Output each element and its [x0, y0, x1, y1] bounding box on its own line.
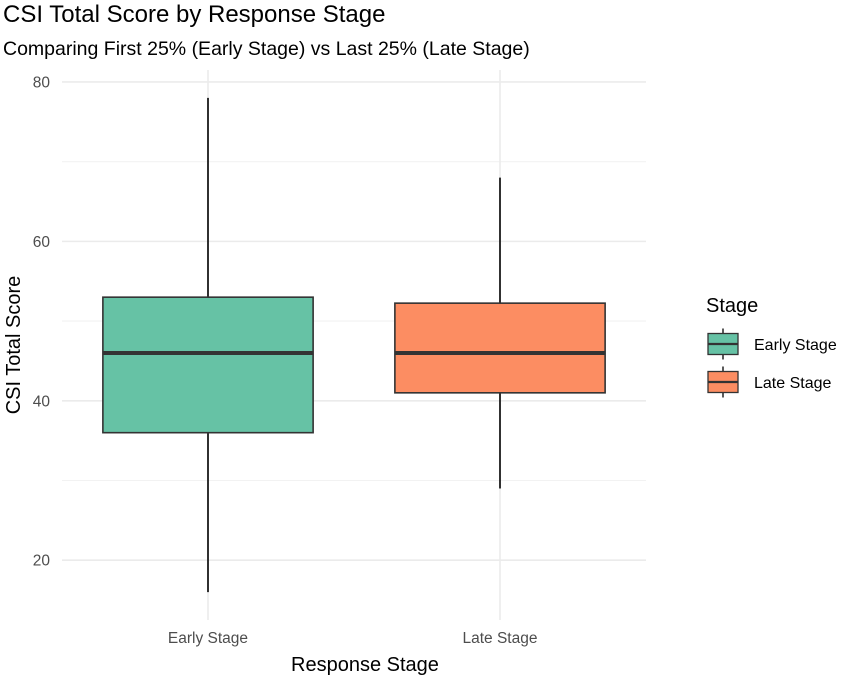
y-tick-label: 20 [33, 553, 51, 570]
legend: Stage Early Stage Late Stage [706, 295, 837, 398]
x-tick-label: Early Stage [168, 630, 248, 647]
chart-subtitle: Comparing First 25% (Early Stage) vs Las… [3, 38, 530, 60]
y-tick-label: 40 [33, 393, 51, 410]
chart-title: CSI Total Score by Response Stage [3, 1, 385, 28]
box-1 [102, 97, 314, 593]
box-iqr [102, 296, 314, 434]
y-axis-title: CSI Total Score [3, 276, 25, 415]
box-iqr [394, 302, 606, 394]
x-axis-title: Response Stage [291, 654, 439, 676]
y-tick-label: 60 [33, 234, 51, 251]
box-2 [394, 177, 606, 489]
legend-title: Stage [706, 295, 758, 317]
y-tick-label: 80 [33, 74, 51, 91]
x-axis-ticks: Early Stage Late Stage [168, 630, 538, 647]
legend-entry: Late Stage [707, 366, 832, 398]
legend-label: Early Stage [754, 337, 837, 354]
x-tick-label: Late Stage [463, 630, 538, 647]
legend-entry: Early Stage [707, 328, 837, 360]
legend-label: Late Stage [754, 375, 832, 392]
boxes [102, 97, 606, 593]
y-axis-ticks: 20 40 60 80 [33, 74, 51, 569]
